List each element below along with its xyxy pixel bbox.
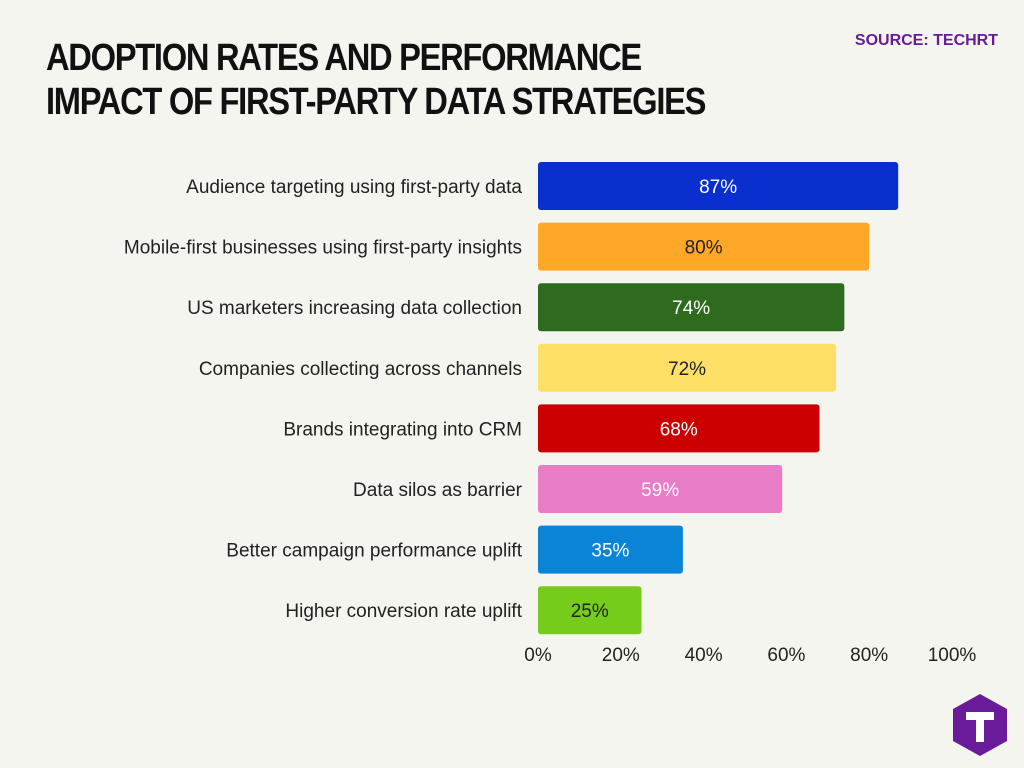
category-label: US marketers increasing data collection	[187, 298, 522, 319]
bar-3	[538, 283, 845, 332]
value-label: 59%	[641, 480, 679, 501]
x-tick-label: 80%	[850, 645, 888, 666]
source-label: SOURCE: TECHRT	[854, 32, 998, 49]
bar-5	[538, 404, 820, 453]
bar-4	[538, 343, 837, 392]
category-label: Companies collecting across channels	[199, 359, 522, 380]
value-label: 68%	[660, 419, 698, 440]
value-label: 74%	[672, 298, 710, 319]
category-label: Data silos as barrier	[353, 480, 523, 501]
x-tick-label: 60%	[767, 645, 805, 666]
bar-2	[538, 222, 870, 271]
value-label: 25%	[571, 601, 609, 622]
x-tick-label: 40%	[685, 645, 723, 666]
x-tick-label: 20%	[602, 645, 640, 666]
value-label: 72%	[668, 359, 706, 380]
bar-1	[538, 162, 899, 210]
page-title: ADOPTION RATES AND PERFORMANCE IMPACT OF…	[46, 37, 706, 123]
category-label: Higher conversion rate uplift	[285, 601, 522, 622]
value-label: 87%	[699, 177, 737, 198]
x-tick-label: 0%	[524, 645, 552, 666]
category-label: Mobile-first businesses using first-part…	[124, 238, 522, 259]
techrt-logo-icon	[953, 694, 1007, 756]
bar-6	[538, 465, 783, 513]
category-label: Audience targeting using first-party dat…	[186, 177, 522, 198]
value-label: 35%	[591, 541, 629, 562]
bar-8	[538, 586, 642, 635]
category-label: Brands integrating into CRM	[283, 419, 522, 440]
category-label: Better campaign performance uplift	[226, 541, 522, 562]
x-tick-label: 100%	[928, 645, 977, 666]
value-label: 80%	[685, 238, 723, 259]
bar-7	[538, 525, 683, 574]
